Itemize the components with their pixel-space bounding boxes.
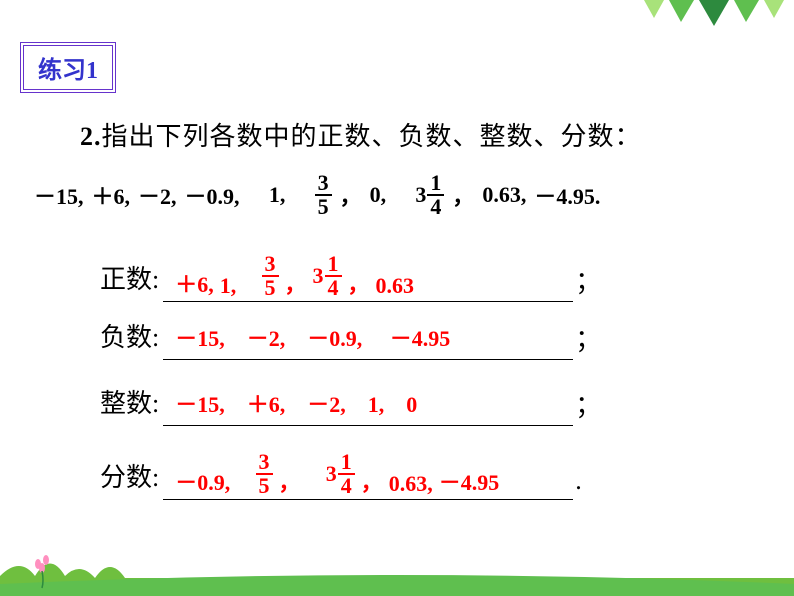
question-prefix: 2. (80, 122, 102, 151)
num-item: －2, (138, 179, 177, 211)
question-text: 指出下列各数中的正数、负数、整数、分数： (102, 122, 642, 151)
answer-negative: －15, －2, －0.9, －4.95 (175, 321, 450, 353)
comma: ， (348, 267, 370, 299)
row-integer: 整数: －15, ＋6, －2, 1, 0 ； (100, 386, 601, 426)
label-fraction: 分数: (100, 457, 159, 494)
num-item: 1, (269, 182, 286, 208)
num-item: ＋6, (92, 179, 131, 211)
question-line: 2.指出下列各数中的正数、负数、整数、分数： (80, 116, 642, 153)
answer-integer: －15, ＋6, －2, 1, 0 (175, 387, 417, 419)
answer-line: －15, －2, －0.9, －4.95 (163, 320, 573, 360)
box-icon (394, 183, 407, 208)
comma: ， (452, 179, 474, 211)
frac-num: 3 (315, 172, 332, 196)
answer-line: －0.9, 3 5 ， 3 1 4 ， 0.63, －4.95 (163, 452, 573, 500)
label-integer: 整数: (100, 383, 159, 420)
fraction-3-5: 3 5 (315, 172, 332, 218)
box-icon (242, 274, 255, 299)
mixed: 3 1 4 (313, 253, 342, 299)
title-text: 练习1 (38, 58, 98, 84)
num-item: －4.95. (534, 179, 600, 211)
comma: ， (279, 465, 301, 497)
ans-text: －15, ＋6, －2, 1, 0 (175, 387, 417, 419)
num-item: －15, (34, 179, 84, 211)
exercise-title: 练习1 (20, 42, 116, 93)
num-item: 0, (370, 182, 387, 208)
comma: ， (340, 179, 362, 211)
mixed: 3 1 4 (326, 451, 355, 497)
box-icon (248, 183, 261, 208)
box-icon (236, 472, 249, 497)
answer-line: ＋6, 1, 3 5 ， 3 1 4 ， 0.63 (163, 254, 573, 302)
comma: ， (285, 267, 307, 299)
row-positive: 正数: ＋6, 1, 3 5 ， 3 1 4 ， 0.63 ； (100, 254, 601, 302)
comma: ， (361, 465, 383, 497)
semicolon: ； (575, 261, 601, 298)
ans-item: 0.63 (376, 273, 415, 299)
ans-item: －4.95 (439, 465, 500, 497)
num-item: 0.63, (482, 182, 526, 208)
fraction: 3 5 (256, 451, 273, 497)
mixed-whole: 3 (415, 182, 426, 208)
ans-item: ＋6, (175, 267, 214, 299)
row-fraction: 分数: －0.9, 3 5 ， 3 1 4 ， 0.63, －4.95 . (100, 452, 582, 500)
num-item: －0.9, (185, 179, 240, 211)
frac-den: 5 (315, 196, 332, 218)
ans-item: －0.9, (175, 465, 230, 497)
box-icon (307, 472, 320, 497)
row-negative: 负数: －15, －2, －0.9, －4.95 ； (100, 320, 601, 360)
decor-bottom (0, 516, 794, 596)
ans-item: 0.63, (389, 471, 433, 497)
label-negative: 负数: (100, 317, 159, 354)
fraction: 3 5 (262, 253, 279, 299)
box-icon (293, 183, 306, 208)
ans-item: 1, (220, 273, 237, 299)
period: . (575, 466, 582, 496)
semicolon: ； (575, 385, 601, 422)
frac-den: 4 (427, 196, 444, 218)
ans-text: －15, －2, －0.9, －4.95 (175, 321, 450, 353)
decor-top-right (634, 0, 794, 30)
answer-line: －15, ＋6, －2, 1, 0 (163, 386, 573, 426)
answer-fraction: －0.9, 3 5 ， 3 1 4 ， 0.63, －4.95 (175, 451, 499, 497)
frac-num: 1 (427, 172, 444, 196)
mixed-3-1-4: 3 1 4 (415, 172, 444, 218)
answer-positive: ＋6, 1, 3 5 ， 3 1 4 ， 0.63 (175, 253, 414, 299)
semicolon: ； (575, 319, 601, 356)
number-list: －15, ＋6, －2, －0.9, 1, 3 5 ， 0, 3 1 4 ， 0… (34, 172, 600, 218)
label-positive: 正数: (100, 259, 159, 296)
